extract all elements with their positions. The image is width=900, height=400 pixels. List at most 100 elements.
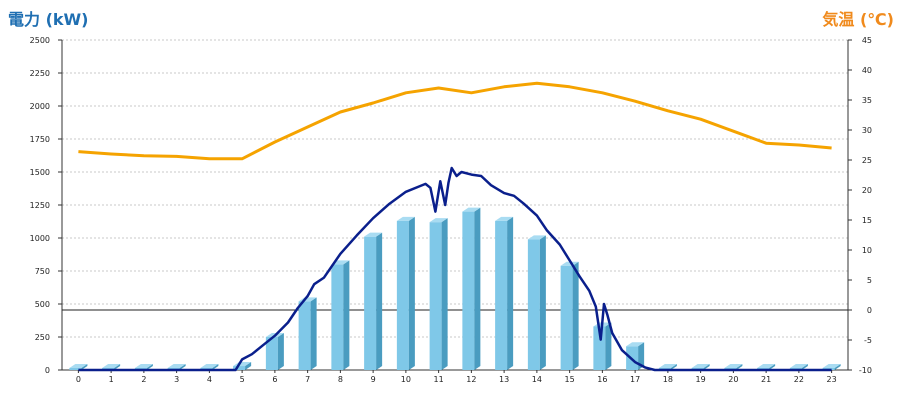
bar-front xyxy=(396,220,409,370)
x-tick-label: 10 xyxy=(401,375,411,384)
left-tick-label: 2250 xyxy=(30,69,50,78)
x-tick-label: 6 xyxy=(272,375,277,384)
x-tick-label: 3 xyxy=(174,375,179,384)
bar-top xyxy=(626,342,645,347)
tick-labels: 02505007501000125015001750200022502500-1… xyxy=(30,36,872,384)
bar-side xyxy=(343,260,350,370)
left-tick-label: 250 xyxy=(35,333,50,342)
bar-side xyxy=(638,342,645,370)
power-bar xyxy=(265,333,284,370)
x-tick-label: 16 xyxy=(597,375,607,384)
bar-side xyxy=(408,216,415,370)
bar-side xyxy=(146,364,153,370)
power-bar xyxy=(364,232,383,370)
bar-side xyxy=(605,322,612,370)
bar-side xyxy=(801,364,808,370)
bar-side xyxy=(179,364,186,370)
bar-side xyxy=(507,216,514,370)
bar-top xyxy=(429,218,448,223)
x-tick-label: 4 xyxy=(207,375,212,384)
bar-top xyxy=(560,261,579,266)
x-tick-label: 0 xyxy=(76,375,81,384)
right-tick-label: -10 xyxy=(859,366,872,375)
bar-top xyxy=(364,232,383,237)
x-tick-label: 21 xyxy=(761,375,771,384)
bar-side xyxy=(572,261,579,370)
power-bar xyxy=(495,216,514,370)
right-tick-label: 0 xyxy=(867,306,872,315)
bar-top xyxy=(495,216,514,221)
x-tick-label: 13 xyxy=(499,375,509,384)
bar-front xyxy=(560,265,573,370)
bar-top xyxy=(462,207,481,212)
temperature-line xyxy=(78,81,832,161)
right-tick-label: -5 xyxy=(864,336,872,345)
x-tick-label: 19 xyxy=(696,375,706,384)
bar-front xyxy=(364,236,377,370)
power-bar xyxy=(593,322,612,370)
bar-side xyxy=(670,364,677,370)
bar-top xyxy=(167,364,186,368)
right-tick-label: 45 xyxy=(862,36,872,45)
bar-front xyxy=(331,264,344,370)
bar-top xyxy=(822,364,841,368)
power-bar xyxy=(396,216,415,370)
bar-front xyxy=(298,301,311,370)
left-tick-label: 750 xyxy=(35,267,50,276)
power-bar xyxy=(69,364,88,370)
right-tick-label: 10 xyxy=(862,246,872,255)
right-tick-label: 5 xyxy=(867,276,872,285)
x-tick-label: 11 xyxy=(434,375,444,384)
bar-side xyxy=(310,297,317,370)
right-axis-title: 気温 (℃) xyxy=(822,10,894,29)
bar-top xyxy=(134,364,153,368)
x-tick-label: 20 xyxy=(728,375,738,384)
bar-front xyxy=(265,337,278,370)
bar-side xyxy=(81,364,88,370)
power-bars xyxy=(69,207,841,370)
bar-side xyxy=(474,207,481,370)
bar-top xyxy=(658,364,677,368)
right-tick-label: 30 xyxy=(862,126,872,135)
bar-top xyxy=(200,364,219,368)
power-bar xyxy=(331,260,350,370)
bar-side xyxy=(834,364,841,370)
power-bar xyxy=(298,297,317,370)
left-tick-label: 1000 xyxy=(30,234,50,243)
bar-side xyxy=(769,364,776,370)
x-tick-label: 5 xyxy=(240,375,245,384)
bar-top xyxy=(789,364,808,368)
bar-top xyxy=(691,364,710,368)
bar-top xyxy=(102,364,121,368)
bar-front xyxy=(462,211,475,370)
power-bar xyxy=(560,261,579,370)
right-tick-label: 20 xyxy=(862,186,872,195)
x-tick-label: 15 xyxy=(565,375,575,384)
bar-front xyxy=(233,366,246,370)
x-tick-label: 22 xyxy=(794,375,804,384)
left-tick-label: 2500 xyxy=(30,36,50,45)
bar-side xyxy=(114,364,121,370)
bar-front xyxy=(527,239,540,370)
left-tick-label: 500 xyxy=(35,300,50,309)
right-tick-label: 40 xyxy=(862,66,872,75)
x-tick-label: 23 xyxy=(827,375,837,384)
x-tick-label: 18 xyxy=(663,375,673,384)
bar-side xyxy=(277,333,284,370)
bar-side xyxy=(245,362,252,370)
bar-side xyxy=(441,218,448,370)
left-tick-label: 1250 xyxy=(30,201,50,210)
bar-side xyxy=(376,232,383,370)
bar-front xyxy=(429,222,442,370)
bar-top xyxy=(69,364,88,368)
data-lines xyxy=(78,81,832,372)
x-tick-label: 8 xyxy=(338,375,343,384)
bar-side xyxy=(539,235,546,370)
x-tick-label: 12 xyxy=(466,375,476,384)
right-tick-label: 25 xyxy=(862,156,872,165)
bar-top xyxy=(396,216,415,221)
left-tick-label: 1750 xyxy=(30,135,50,144)
left-tick-label: 1500 xyxy=(30,168,50,177)
bar-top xyxy=(757,364,776,368)
